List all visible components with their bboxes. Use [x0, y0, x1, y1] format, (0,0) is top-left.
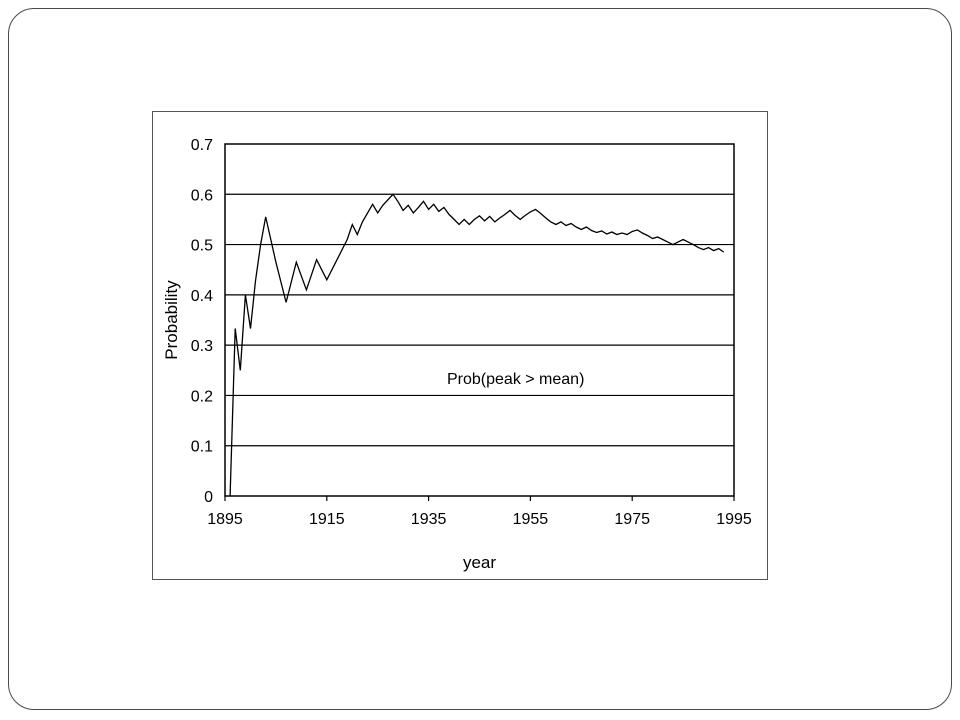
series-layer	[229, 193, 725, 497]
y-axis-label: Probability	[162, 280, 181, 360]
x-tick-label: 1995	[716, 511, 752, 528]
y-tick-label: 0.7	[191, 137, 213, 154]
line-chart: 00.10.20.30.40.50.60.7 1895 1915 1935 1955 1…	[162, 137, 752, 572]
x-tick-label: 1935	[411, 511, 447, 528]
y-axis-ticks: 0 0.1 0.2 0.3 0.4 0.5 0.6 0.7	[191, 137, 213, 506]
y-tick-label: 0	[204, 489, 213, 506]
x-tick-label: 1915	[309, 511, 345, 528]
y-tick-label: 0.3	[191, 338, 213, 355]
y-tick-label: 0.4	[191, 288, 213, 305]
y-tick-label: 0.2	[191, 388, 213, 405]
y-tick-label: 0.5	[191, 238, 213, 255]
x-tick-label: 1895	[207, 511, 243, 528]
x-axis-label: year	[463, 553, 496, 572]
x-axis-ticks: 1895 1915 1935 1955 1975 1995	[207, 496, 752, 528]
annotation-label: Prob(peak > mean)	[447, 371, 584, 388]
plot-area	[224, 143, 735, 497]
gridlines	[225, 193, 734, 447]
y-tick-label: 0.6	[191, 187, 213, 204]
series-line-0	[229, 193, 725, 497]
x-tick-label: 1975	[614, 511, 650, 528]
x-tick-label: 1955	[513, 511, 549, 528]
chart-figure: 0 0.1 0.2 0.3 0.4 0.5 0.6 0.7 1895 1915 1935 1955 1…	[152, 111, 768, 580]
y-tick-label: 0.1	[191, 439, 213, 456]
